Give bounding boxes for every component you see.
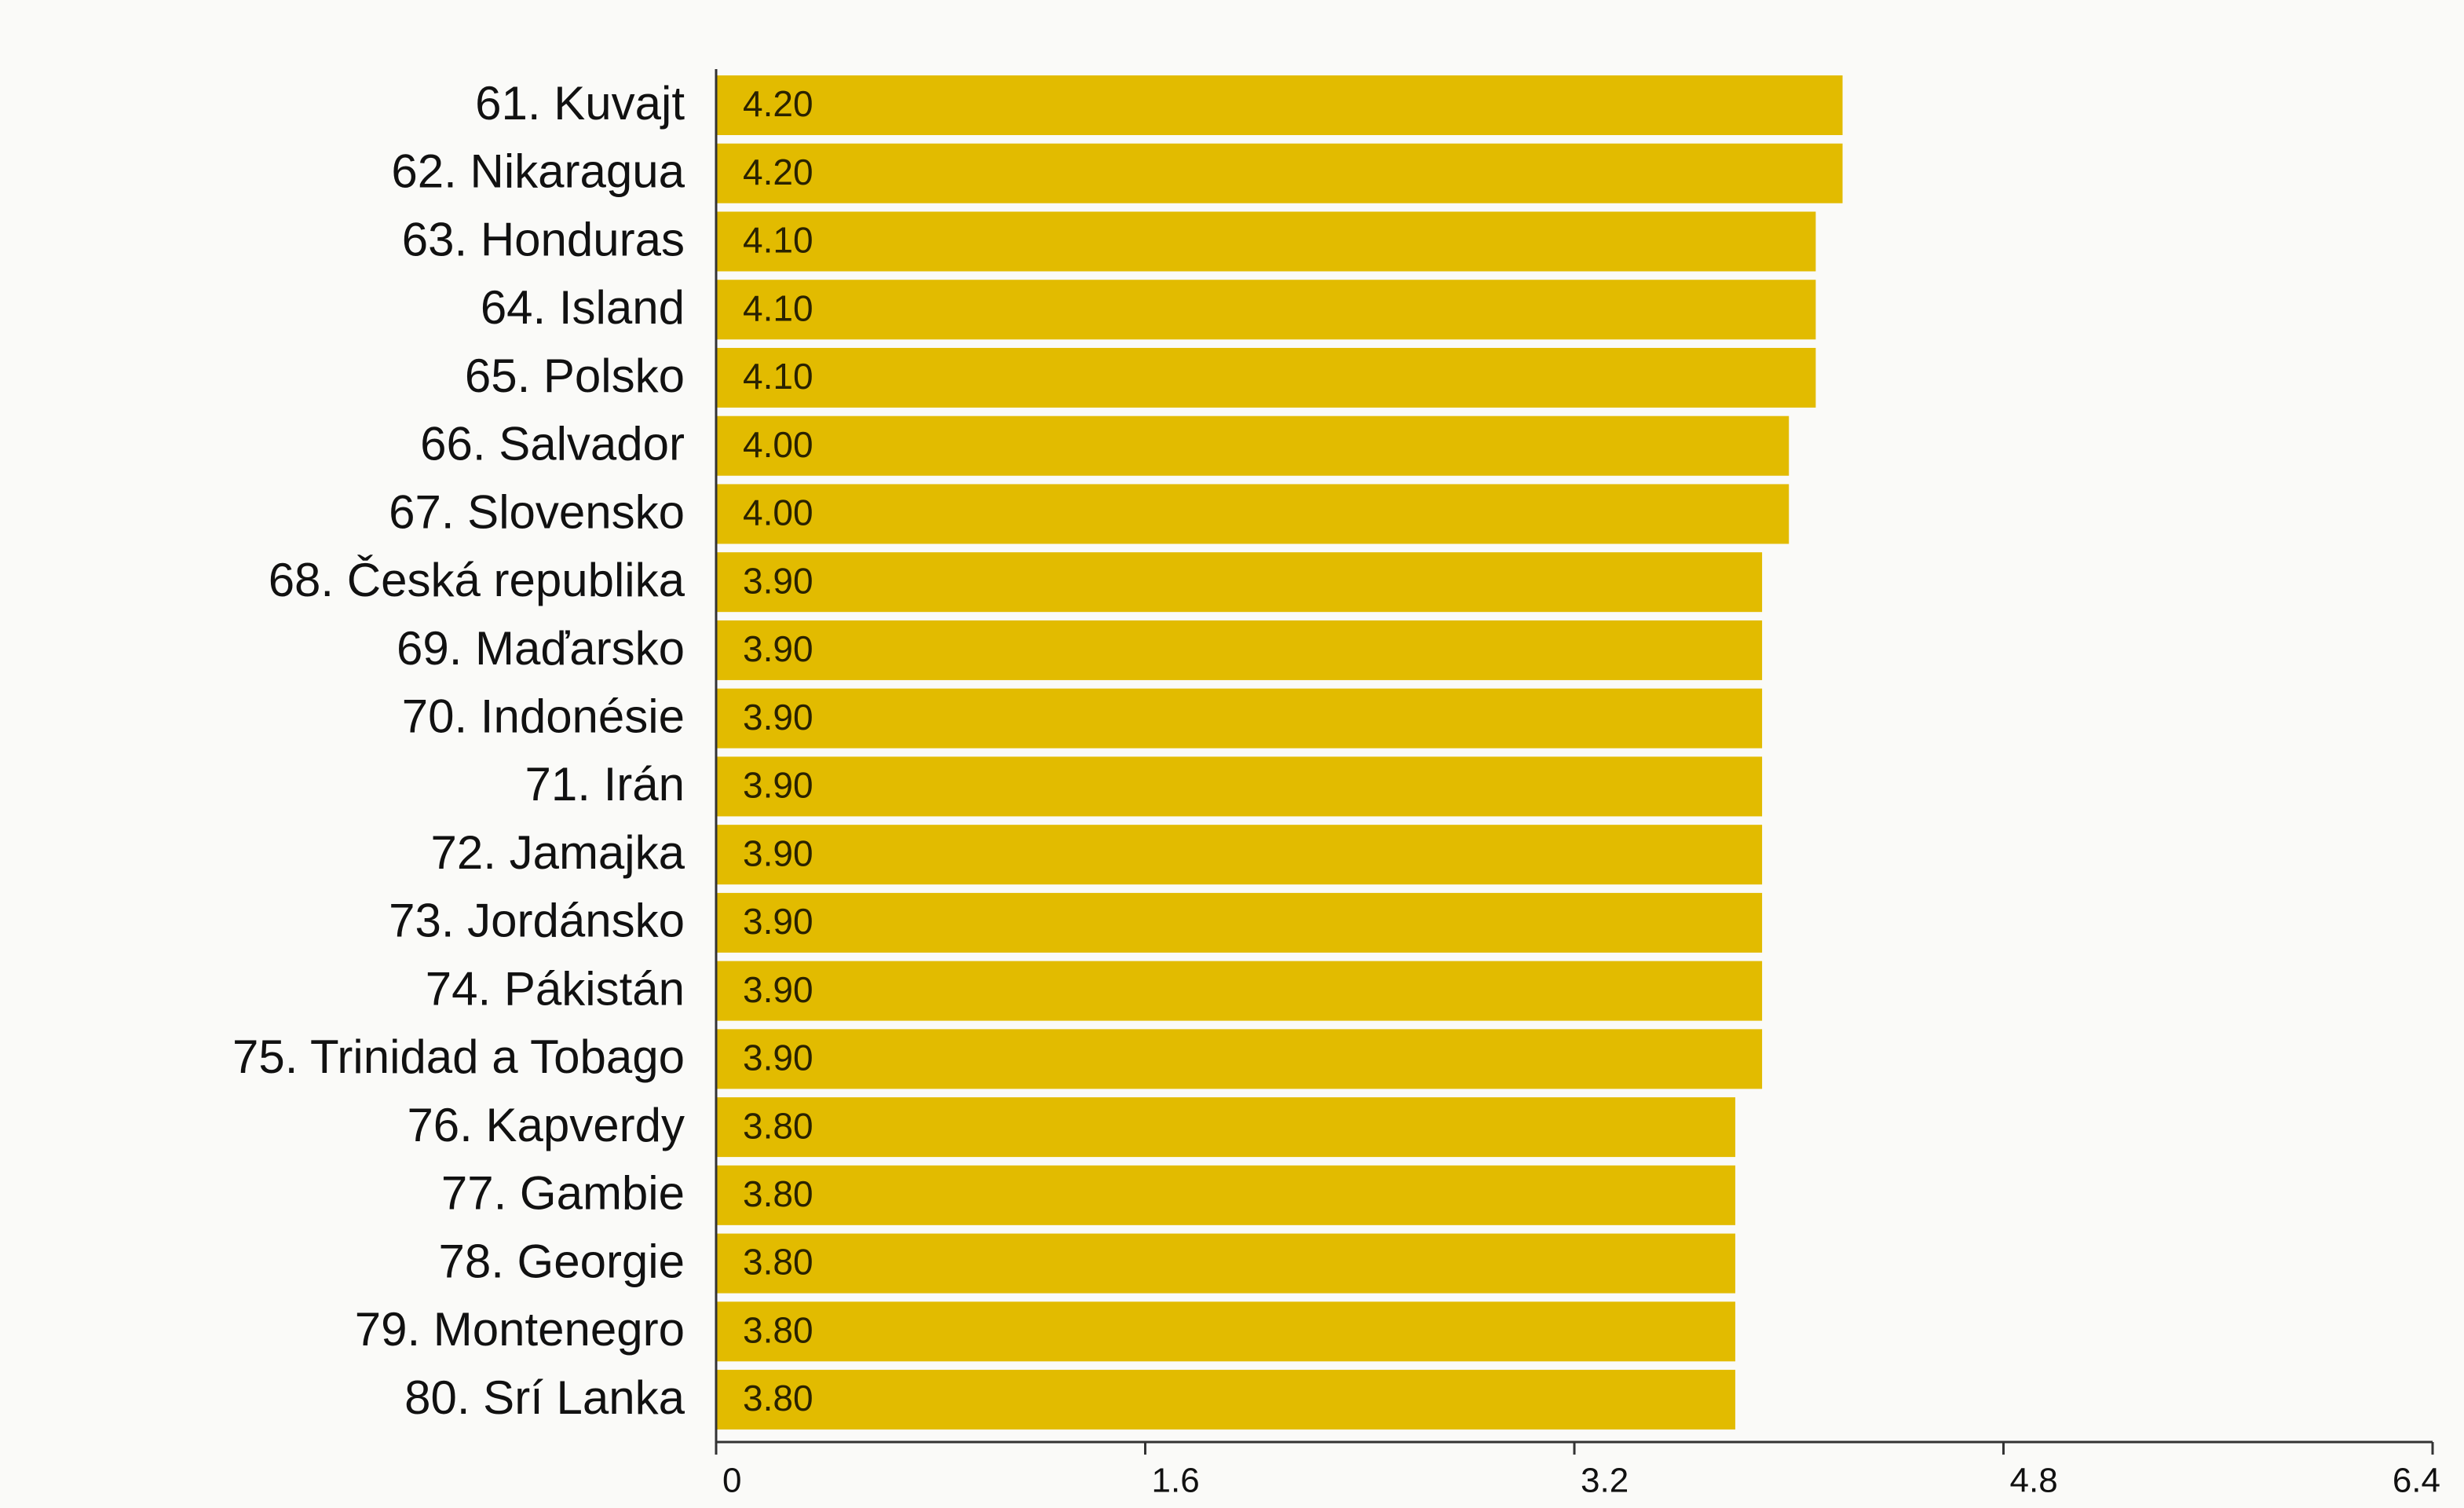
bar <box>716 825 1763 885</box>
value-label: 3.90 <box>743 969 813 1010</box>
category-label: 75. Trinidad a Tobago <box>232 1030 685 1083</box>
x-tick-label: 0 <box>722 1462 741 1500</box>
value-label: 3.90 <box>743 697 813 738</box>
value-label: 3.90 <box>743 901 813 942</box>
bar <box>716 1370 1735 1430</box>
category-label: 78. Georgie <box>438 1235 685 1287</box>
x-tick-label: 1.6 <box>1152 1462 1200 1500</box>
x-tick-label: 4.8 <box>2010 1462 2058 1500</box>
value-label: 4.10 <box>743 287 813 328</box>
value-label: 3.80 <box>743 1309 813 1350</box>
bar <box>716 347 1816 408</box>
bar <box>716 1165 1735 1225</box>
bar <box>716 1097 1735 1158</box>
bar <box>716 75 1843 135</box>
value-label: 3.80 <box>743 1378 813 1418</box>
category-label: 70. Indonésie <box>402 690 685 743</box>
category-label: 64. Island <box>481 281 685 334</box>
category-label: 66. Salvador <box>420 418 685 470</box>
category-label: 71. Irán <box>525 758 685 811</box>
bar <box>716 211 1816 272</box>
value-label: 3.80 <box>743 1242 813 1283</box>
x-tick-label: 3.2 <box>1581 1462 1629 1500</box>
value-label: 4.20 <box>743 83 813 124</box>
x-tick-label: 6.4 <box>2393 1462 2440 1500</box>
bar <box>716 688 1763 749</box>
bar <box>716 143 1843 203</box>
value-label: 3.80 <box>743 1105 813 1146</box>
value-label: 3.90 <box>743 1038 813 1078</box>
category-label: 61. Kuvajt <box>475 77 685 130</box>
value-label: 3.80 <box>743 1173 813 1214</box>
category-label: 74. Pákistán <box>426 962 685 1015</box>
value-label: 3.90 <box>743 628 813 669</box>
value-label: 4.00 <box>743 424 813 465</box>
value-label: 3.90 <box>743 560 813 601</box>
category-label: 76. Kapverdy <box>407 1099 685 1151</box>
bar <box>716 1233 1735 1294</box>
value-label: 4.10 <box>743 356 813 397</box>
category-label: 68. Česká republika <box>269 554 685 606</box>
category-label: 72. Jamajka <box>431 826 685 879</box>
bar <box>716 620 1763 680</box>
bar <box>716 280 1816 340</box>
bar <box>716 552 1763 613</box>
category-label: 69. Maďarsko <box>397 622 685 675</box>
value-label: 4.20 <box>743 152 813 192</box>
value-label: 4.10 <box>743 220 813 261</box>
bar <box>716 892 1763 953</box>
bar <box>716 484 1790 544</box>
category-label: 77. Gambie <box>441 1167 685 1220</box>
category-label: 80. Srí Lanka <box>404 1371 685 1424</box>
bar <box>716 1029 1763 1089</box>
category-label: 65. Polsko <box>465 350 685 402</box>
value-label: 4.00 <box>743 492 813 533</box>
category-label: 67. Slovensko <box>389 485 685 538</box>
bar <box>716 415 1790 476</box>
category-label: 73. Jordánsko <box>389 895 685 947</box>
category-label: 79. Montenegro <box>355 1303 685 1356</box>
category-label: 63. Honduras <box>402 213 685 265</box>
value-label: 3.90 <box>743 833 813 873</box>
category-label: 62. Nikaragua <box>391 145 685 198</box>
bar <box>716 1301 1735 1362</box>
bar <box>716 961 1763 1021</box>
bar <box>716 756 1763 817</box>
value-label: 3.90 <box>743 765 813 806</box>
